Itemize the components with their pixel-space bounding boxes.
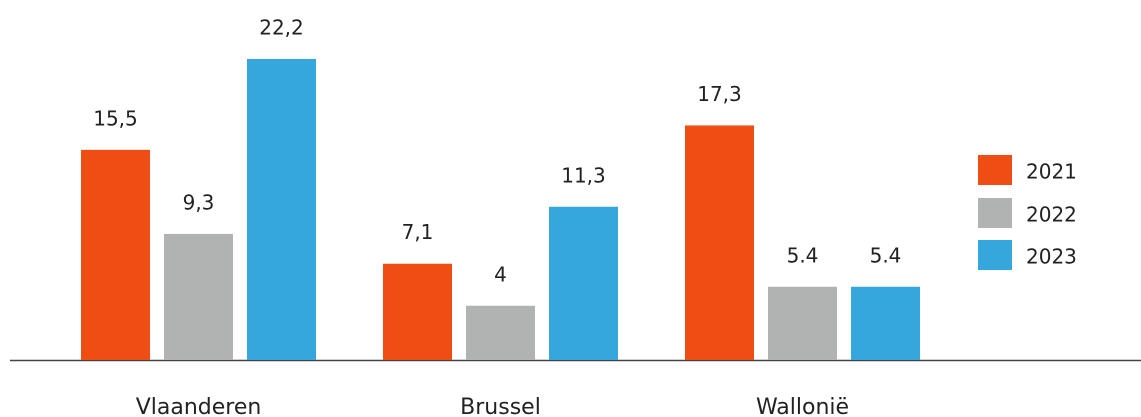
bar <box>685 125 754 360</box>
legend-label: 2023 <box>1026 245 1077 269</box>
x-tick-label: Wallonië <box>756 395 849 417</box>
bar <box>768 286 837 360</box>
legend-swatch <box>978 155 1012 185</box>
bar <box>247 59 316 360</box>
bar <box>466 305 535 360</box>
legend-swatch <box>978 240 1012 270</box>
legend-label: 2022 <box>1026 203 1077 227</box>
bar <box>81 149 150 360</box>
data-label: 5.4 <box>870 243 902 267</box>
data-label: 17,3 <box>697 82 742 106</box>
data-label: 7,1 <box>402 220 434 244</box>
legend-swatch <box>978 198 1012 228</box>
bar <box>164 233 233 360</box>
data-label: 4 <box>494 262 507 286</box>
data-label: 5.4 <box>787 243 819 267</box>
bar <box>549 206 618 360</box>
data-label: 11,3 <box>561 163 606 187</box>
bar <box>383 263 452 360</box>
x-tick-label: Vlaanderen <box>136 395 262 417</box>
bar <box>851 286 920 360</box>
data-label: 9,3 <box>183 190 215 214</box>
legend-label: 2021 <box>1026 160 1077 184</box>
data-label: 22,2 <box>259 16 304 40</box>
x-tick-label: Brussel <box>460 395 541 417</box>
data-label: 15,5 <box>93 106 138 130</box>
